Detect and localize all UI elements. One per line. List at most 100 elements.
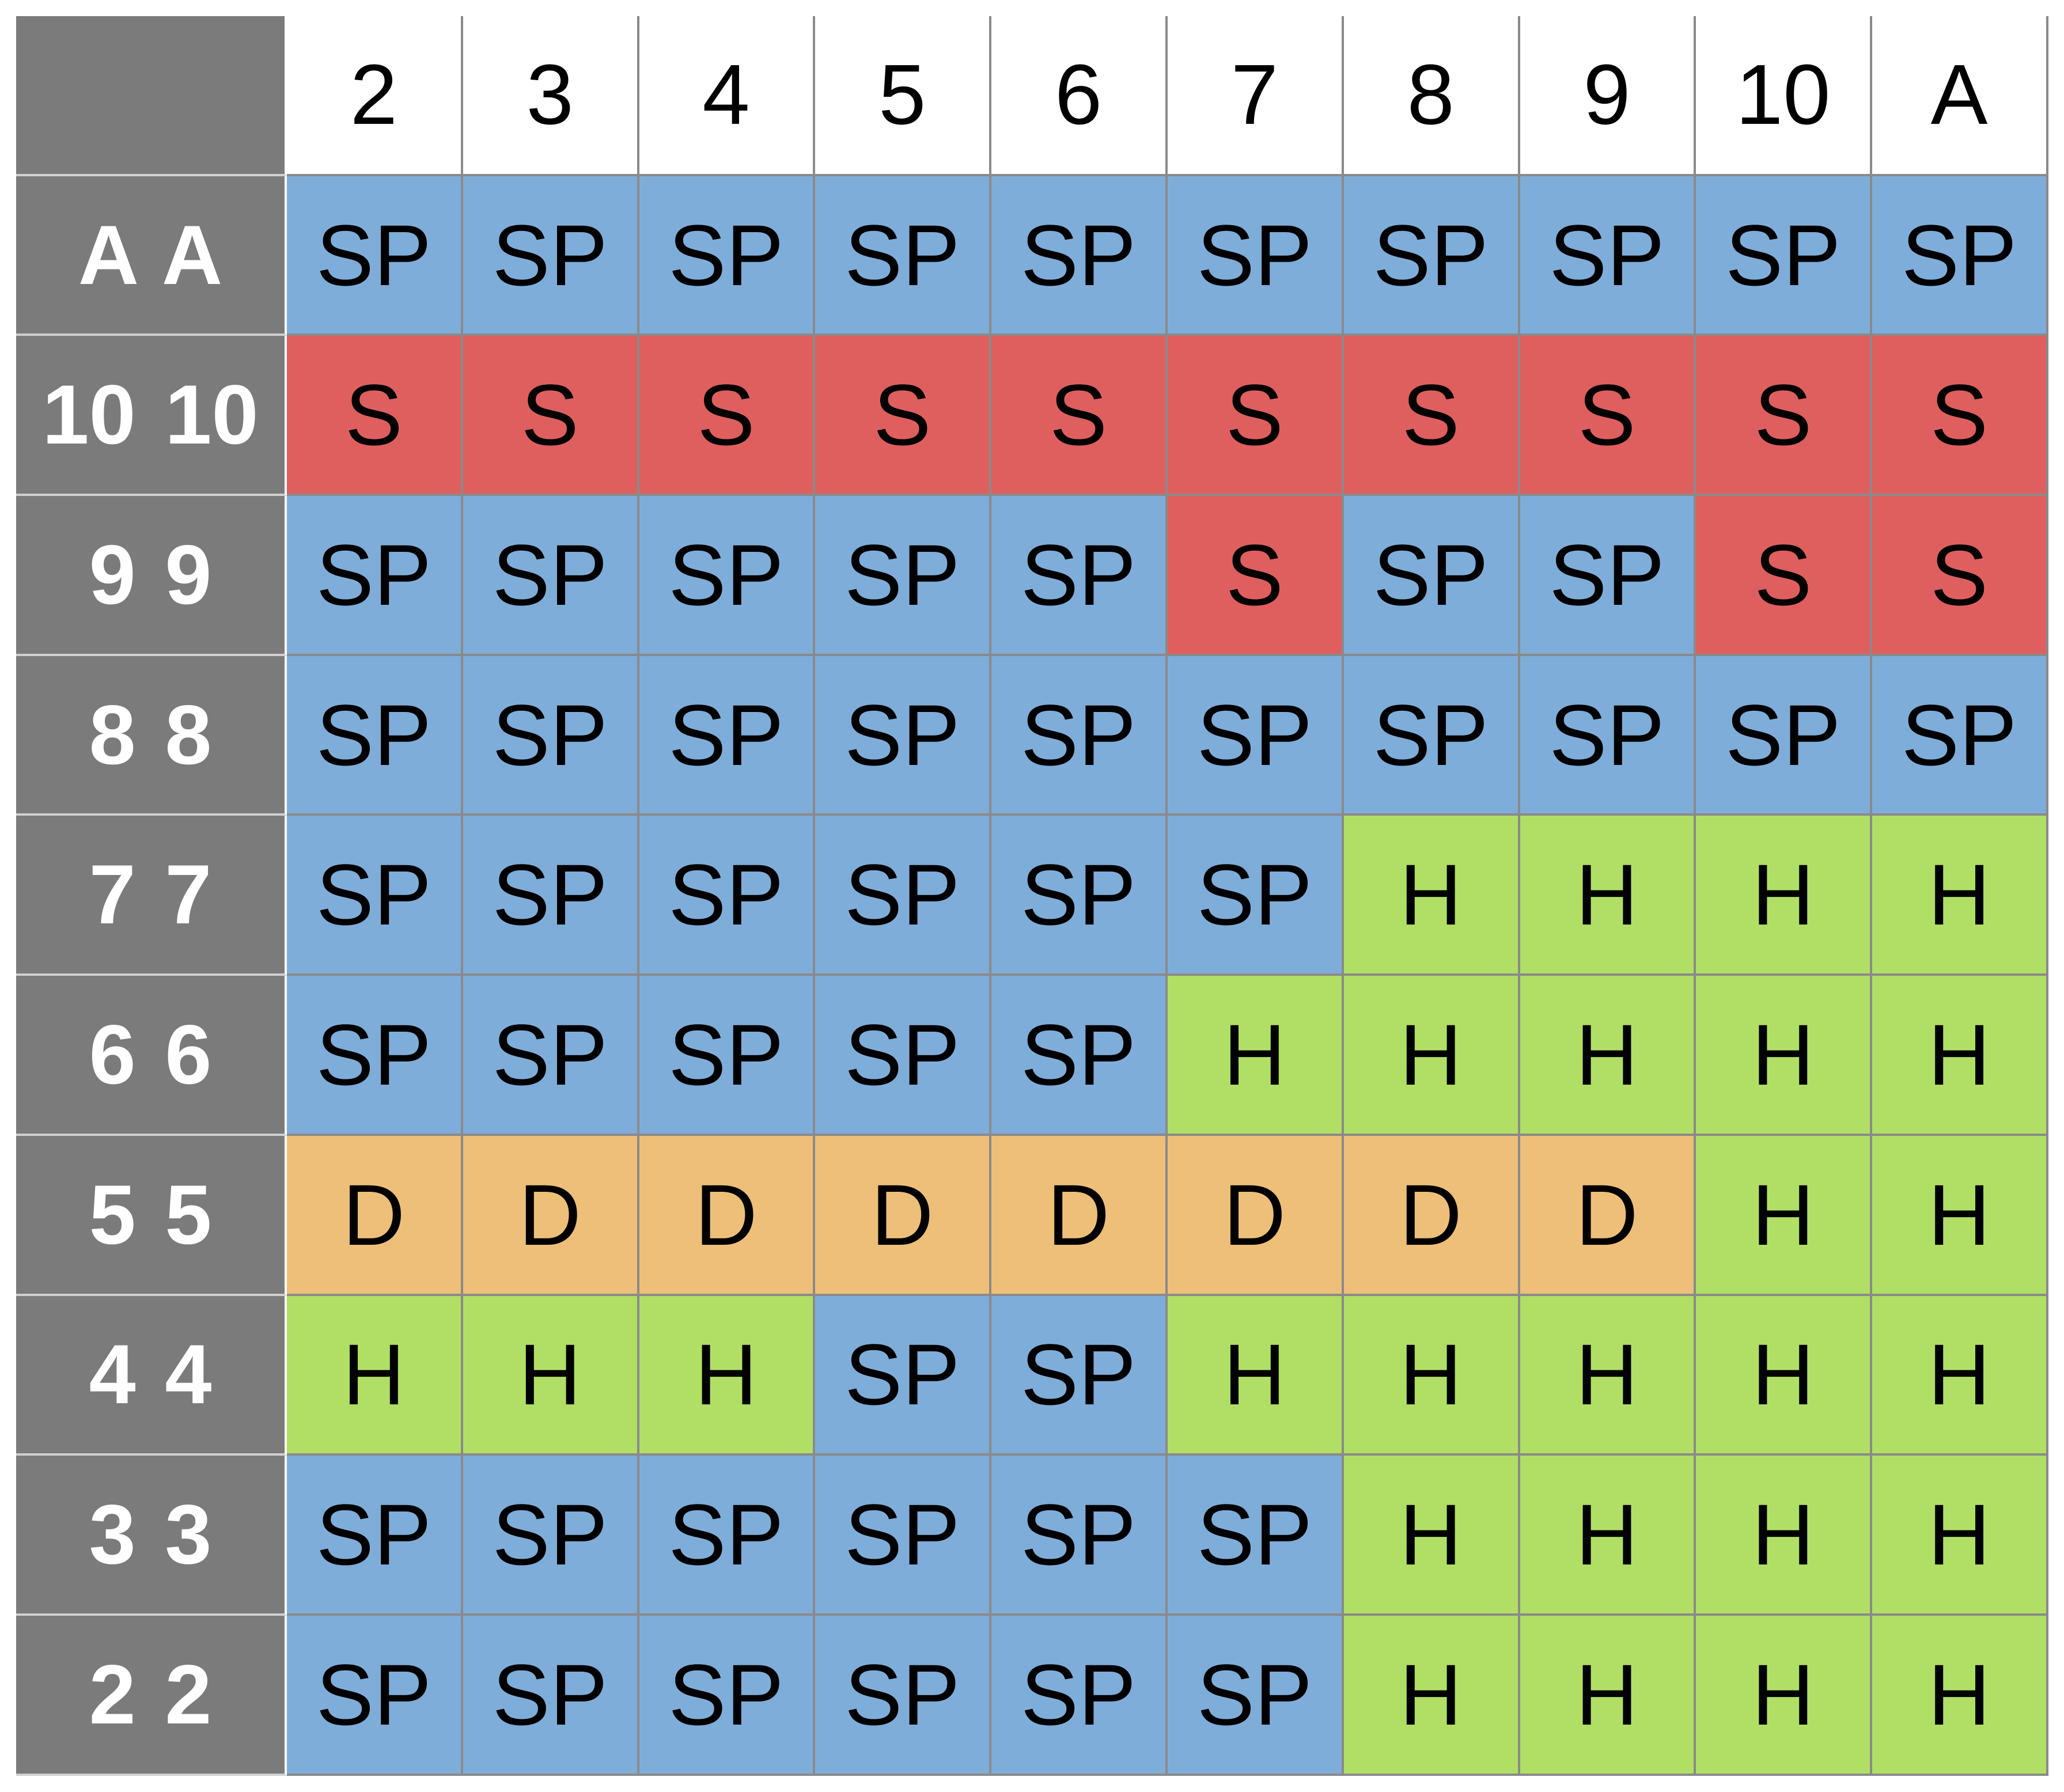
action-cell: SP [991,656,1168,816]
action-cell: S [1343,336,1520,497]
action-cell: SP [463,176,639,336]
action-cell: SP [1696,656,1873,816]
action-cell: SP [991,1456,1168,1616]
action-cell: H [287,1295,463,1456]
action-cell: SP [991,1615,1168,1776]
action-cell: S [1520,336,1696,497]
action-cell: SP [287,816,463,976]
action-cell: H [1872,1456,2048,1616]
pair-row-header: 2 2 [16,1615,287,1776]
action-cell: SP [639,1456,816,1616]
action-cell: H [1872,816,2048,976]
action-cell: S [1872,336,2048,497]
action-cell: SP [1167,176,1344,336]
action-cell: SP [1520,656,1696,816]
action-cell: SP [1167,816,1344,976]
dealer-card-header: 5 [815,16,992,176]
action-cell: SP [639,976,816,1136]
action-cell: SP [1696,176,1873,336]
corner-cell [16,16,287,176]
action-cell: H [1696,1295,1873,1456]
action-cell: SP [1167,1456,1344,1616]
action-cell: S [815,336,992,497]
action-cell: H [1343,976,1520,1136]
action-cell: H [1696,1135,1873,1296]
action-cell: SP [287,176,463,336]
action-cell: SP [991,176,1168,336]
pair-row-header: 9 9 [16,496,287,656]
action-cell: SP [463,1615,639,1776]
action-cell: S [1167,336,1344,497]
dealer-card-header: 7 [1167,16,1344,176]
dealer-card-header: A [1872,16,2048,176]
action-cell: D [639,1135,816,1296]
action-cell: D [463,1135,639,1296]
pair-row-header: 5 5 [16,1135,287,1296]
dealer-card-header: 8 [1343,16,1520,176]
action-cell: SP [815,1615,992,1776]
dealer-card-header: 3 [463,16,639,176]
action-cell: D [1343,1135,1520,1296]
action-cell: SP [1520,176,1696,336]
action-cell: H [463,1295,639,1456]
action-cell: SP [815,656,992,816]
dealer-card-header: 6 [991,16,1168,176]
action-cell: H [1872,1135,2048,1296]
action-cell: H [1343,1456,1520,1616]
action-cell: SP [1872,176,2048,336]
pair-row-header: 4 4 [16,1295,287,1456]
action-cell: SP [991,1295,1168,1456]
action-cell: SP [463,1456,639,1616]
action-cell: SP [1167,1615,1344,1776]
pair-row-header: 7 7 [16,816,287,976]
action-cell: SP [287,1456,463,1616]
pair-splitting-chart: 2 3 4 5 6 7 8 9 10 A A A SP SP SP SP SP SP SP SP SP SP 10 10 S… [16,16,2048,1776]
action-cell: SP [815,1295,992,1456]
action-cell: SP [1343,176,1520,336]
action-cell: SP [287,1615,463,1776]
action-cell: S [1167,496,1344,656]
action-cell: S [991,336,1168,497]
action-cell: H [1696,976,1873,1136]
action-cell: SP [287,656,463,816]
action-cell: S [1696,496,1873,656]
action-cell: D [991,1135,1168,1296]
action-cell: H [1520,976,1696,1136]
action-cell: H [1520,1456,1696,1616]
action-cell: SP [1343,656,1520,816]
action-cell: H [639,1295,816,1456]
action-cell: SP [1167,656,1344,816]
action-cell: H [1343,1615,1520,1776]
action-cell: SP [287,496,463,656]
action-cell: SP [287,976,463,1136]
action-cell: S [1696,336,1873,497]
action-cell: H [1872,976,2048,1136]
action-cell: SP [639,816,816,976]
action-cell: H [1696,1456,1873,1616]
action-cell: H [1696,816,1873,976]
action-cell: H [1167,976,1344,1136]
action-cell: S [463,336,639,497]
action-cell: SP [639,656,816,816]
action-cell: SP [1343,496,1520,656]
action-cell: D [1520,1135,1696,1296]
action-cell: SP [463,656,639,816]
dealer-card-header: 9 [1520,16,1696,176]
action-cell: H [1343,816,1520,976]
action-cell: SP [815,816,992,976]
action-cell: SP [815,496,992,656]
action-cell: H [1520,816,1696,976]
action-cell: H [1872,1615,2048,1776]
pair-row-header: 10 10 [16,336,287,497]
dealer-card-header: 4 [639,16,816,176]
action-cell: H [1696,1615,1873,1776]
action-cell: SP [815,1456,992,1616]
pair-row-header: 6 6 [16,976,287,1136]
action-cell: SP [639,1615,816,1776]
dealer-card-header: 2 [287,16,463,176]
action-cell: S [1872,496,2048,656]
action-cell: H [1343,1295,1520,1456]
action-cell: H [1167,1295,1344,1456]
action-cell: SP [463,976,639,1136]
dealer-card-header: 10 [1696,16,1873,176]
